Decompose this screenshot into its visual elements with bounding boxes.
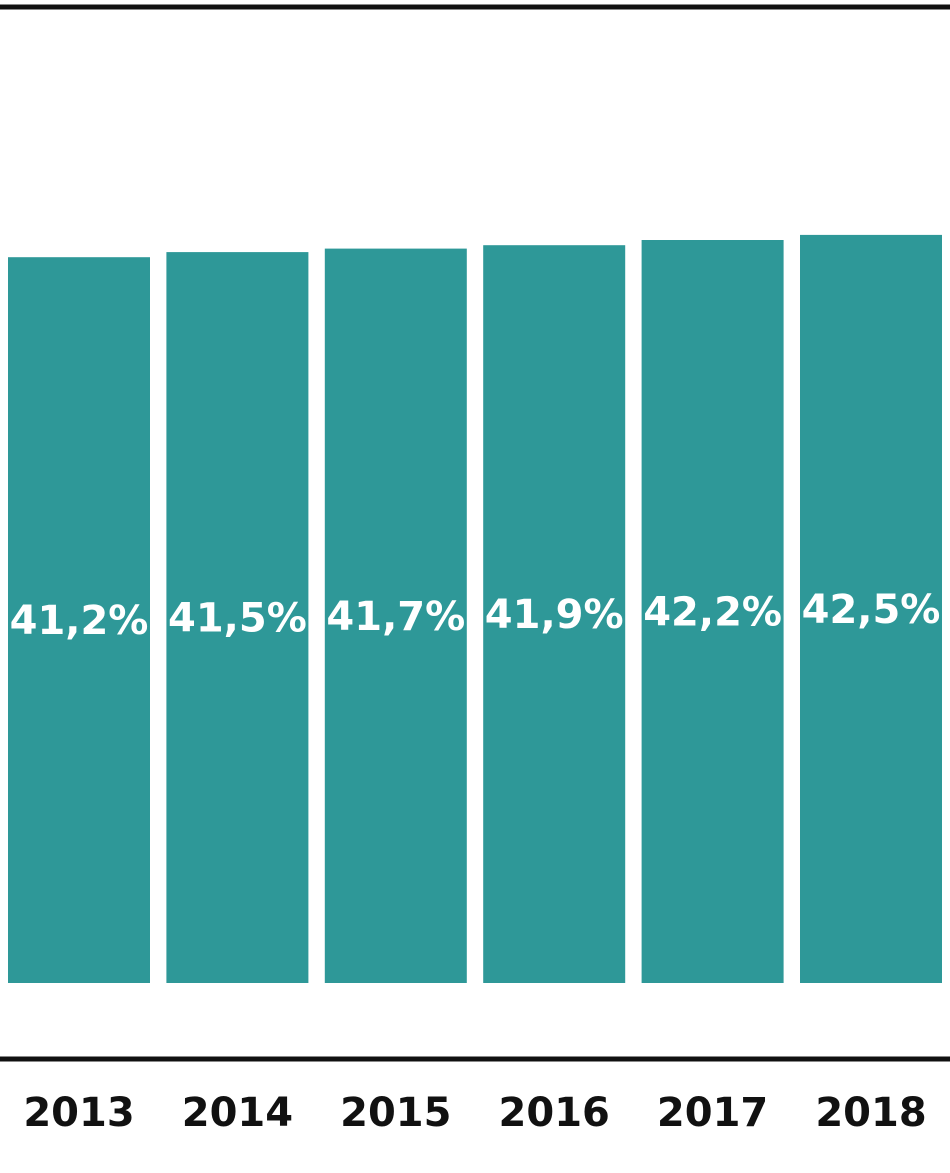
bar-2013 [8,257,150,983]
bar-value-label-2015: 41,7% [326,594,465,640]
bar-value-label-2014: 41,5% [168,596,307,642]
bars-group: 41,2% 41,5% 41,7% 41,9% 42,2% 42,5% [8,234,942,984]
x-tick-label-2015: 2015 [340,1090,451,1136]
bar-2017 [641,240,784,983]
bar-2016 [483,245,626,983]
bar-value-label-2018: 42,5% [802,587,941,633]
bar-value-label-2013: 41,2% [10,598,149,644]
x-tick-label-2013: 2013 [23,1090,134,1136]
x-tick-label-2017: 2017 [657,1090,768,1136]
x-tick-label-2018: 2018 [815,1090,926,1136]
x-tick-label-2016: 2016 [499,1090,610,1136]
x-tick-label-2014: 2014 [182,1090,293,1136]
bar-2015 [324,248,467,984]
bar-value-label-2017: 42,2% [643,590,782,636]
bar-value-label-2016: 41,9% [485,592,624,638]
bar-2014 [166,252,309,984]
bar-2018 [800,234,942,983]
x-tick-labels: 2013 2014 2015 2016 2017 2018 [23,1090,926,1136]
